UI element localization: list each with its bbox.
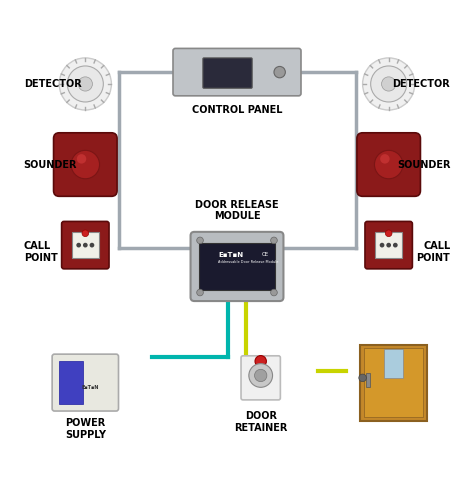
Circle shape — [271, 237, 277, 244]
Text: CALL
POINT: CALL POINT — [417, 242, 450, 263]
Circle shape — [359, 374, 366, 382]
Circle shape — [77, 154, 86, 164]
FancyBboxPatch shape — [62, 221, 109, 269]
FancyBboxPatch shape — [365, 221, 412, 269]
Circle shape — [76, 243, 81, 248]
Text: SOUNDER: SOUNDER — [24, 159, 77, 170]
Circle shape — [67, 66, 103, 102]
Circle shape — [59, 58, 111, 110]
Text: DETECTOR: DETECTOR — [24, 79, 82, 89]
FancyBboxPatch shape — [173, 49, 301, 96]
Circle shape — [385, 230, 392, 237]
Circle shape — [83, 243, 88, 248]
Text: SOUNDER: SOUNDER — [397, 159, 450, 170]
Text: DOOR RELEASE
MODULE: DOOR RELEASE MODULE — [195, 200, 279, 221]
Circle shape — [197, 237, 203, 244]
FancyBboxPatch shape — [199, 243, 275, 290]
FancyBboxPatch shape — [360, 345, 427, 421]
Circle shape — [255, 369, 267, 382]
Circle shape — [82, 230, 89, 237]
Text: CONTROL PANEL: CONTROL PANEL — [192, 105, 282, 115]
FancyBboxPatch shape — [357, 133, 420, 197]
Bar — [366, 373, 370, 387]
FancyBboxPatch shape — [364, 348, 423, 417]
Circle shape — [382, 77, 396, 91]
Circle shape — [386, 243, 391, 248]
FancyBboxPatch shape — [384, 349, 403, 378]
Circle shape — [78, 77, 92, 91]
Circle shape — [197, 289, 203, 296]
FancyBboxPatch shape — [59, 361, 83, 404]
Circle shape — [371, 66, 407, 102]
FancyBboxPatch shape — [203, 58, 252, 88]
Circle shape — [90, 243, 94, 248]
Circle shape — [374, 150, 403, 179]
Circle shape — [71, 150, 100, 179]
FancyBboxPatch shape — [52, 354, 118, 411]
FancyBboxPatch shape — [241, 356, 281, 400]
Text: CE: CE — [262, 252, 269, 257]
Text: DETECTOR: DETECTOR — [392, 79, 450, 89]
FancyBboxPatch shape — [54, 133, 117, 197]
FancyBboxPatch shape — [191, 232, 283, 301]
Text: DOOR
RETAINER: DOOR RETAINER — [234, 411, 287, 433]
Circle shape — [271, 289, 277, 296]
Text: CALL
POINT: CALL POINT — [24, 242, 57, 263]
Circle shape — [380, 243, 384, 248]
Text: POWER
SUPPLY: POWER SUPPLY — [65, 418, 106, 440]
Circle shape — [393, 243, 398, 248]
Circle shape — [274, 66, 285, 78]
Circle shape — [249, 364, 273, 387]
Text: E▪T▪N: E▪T▪N — [82, 385, 99, 390]
FancyBboxPatch shape — [72, 232, 99, 258]
Circle shape — [380, 154, 390, 164]
Circle shape — [363, 58, 415, 110]
Circle shape — [255, 355, 266, 367]
FancyBboxPatch shape — [375, 232, 402, 258]
Text: E▪T▪N: E▪T▪N — [218, 251, 243, 257]
Text: Addressable Door Release Module: Addressable Door Release Module — [218, 260, 278, 264]
